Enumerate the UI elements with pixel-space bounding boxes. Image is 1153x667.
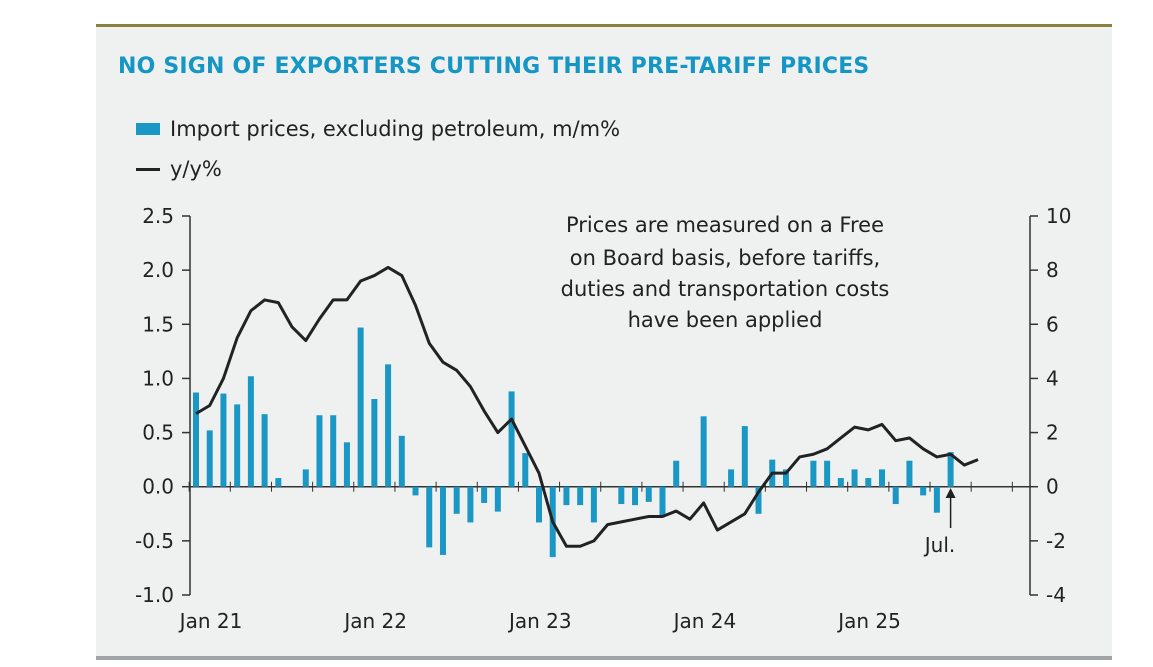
bar bbox=[357, 327, 364, 487]
bar bbox=[741, 426, 748, 487]
bar bbox=[522, 453, 529, 487]
left-tick-label: 2.5 bbox=[142, 204, 174, 228]
bar bbox=[933, 486, 940, 513]
bar bbox=[426, 486, 433, 548]
bar bbox=[206, 430, 213, 487]
legend-line-swatch bbox=[136, 167, 160, 171]
legend-bar-label: Import prices, excluding petroleum, m/m% bbox=[170, 117, 621, 141]
bar bbox=[632, 486, 639, 506]
right-tick-label: 2 bbox=[1046, 421, 1059, 445]
left-tick-label: -0.5 bbox=[135, 529, 174, 553]
bar bbox=[659, 486, 666, 516]
bar bbox=[453, 486, 460, 514]
bar bbox=[728, 469, 735, 487]
bar bbox=[385, 364, 392, 487]
july-marker-label: Jul. bbox=[923, 533, 956, 557]
bar bbox=[371, 399, 378, 487]
bar bbox=[618, 486, 625, 505]
right-tick-label: -4 bbox=[1046, 583, 1066, 607]
right-tick-label: -2 bbox=[1046, 529, 1066, 553]
bar bbox=[494, 486, 501, 512]
july-arrow-head bbox=[945, 488, 956, 498]
bar bbox=[481, 486, 488, 503]
legend-line-label: y/y% bbox=[170, 157, 222, 181]
right-tick-label: 6 bbox=[1046, 312, 1059, 336]
bar bbox=[467, 486, 474, 523]
right-tick-label: 8 bbox=[1046, 258, 1059, 282]
bar bbox=[892, 486, 899, 505]
bar bbox=[590, 486, 597, 523]
bar bbox=[439, 486, 446, 555]
yoy-line bbox=[195, 265, 979, 548]
bar bbox=[906, 460, 913, 487]
bar bbox=[673, 460, 680, 487]
annotation-group: Prices are measured on a Free on Board b… bbox=[561, 213, 956, 557]
bar bbox=[330, 415, 337, 487]
bar bbox=[879, 469, 885, 487]
bar bbox=[247, 376, 254, 487]
bar bbox=[810, 460, 817, 487]
annotation-line-4: have been applied bbox=[628, 308, 823, 332]
left-tick-label: 0.5 bbox=[142, 421, 174, 445]
bar bbox=[837, 478, 844, 487]
bar bbox=[645, 486, 652, 502]
chart-title: NO SIGN OF EXPORTERS CUTTING THEIR PRE-T… bbox=[118, 54, 870, 79]
left-tick-label: 1.5 bbox=[142, 312, 174, 336]
legend-item-line: y/y% bbox=[136, 157, 222, 181]
left-tick-label: -1.0 bbox=[135, 583, 174, 607]
tick-labels: 2.5 2.0 1.5 1.0 0.5 0.0 -0.5 -1.0 10 8 6 4 2 0 -2 -4 Jan… bbox=[135, 204, 1071, 633]
bar bbox=[824, 460, 831, 487]
bar bbox=[700, 416, 707, 487]
bar bbox=[920, 486, 927, 496]
line-series bbox=[195, 265, 979, 548]
top-rule bbox=[96, 24, 1112, 27]
bar bbox=[865, 478, 872, 487]
legend-item-bars: Import prices, excluding petroleum, m/m% bbox=[136, 117, 620, 141]
annotation-line-3: duties and transportation costs bbox=[561, 277, 890, 301]
bar bbox=[302, 469, 309, 487]
bar bbox=[316, 415, 323, 487]
bar bbox=[398, 435, 405, 487]
bar bbox=[577, 486, 584, 506]
bar bbox=[220, 393, 227, 487]
bar bbox=[851, 469, 858, 487]
left-tick-label: 2.0 bbox=[142, 258, 174, 282]
x-tick-label: Jan 23 bbox=[507, 609, 572, 633]
bar bbox=[536, 486, 542, 523]
x-tick-label: Jan 22 bbox=[342, 609, 407, 633]
right-tick-label: 0 bbox=[1046, 475, 1059, 499]
bar bbox=[234, 404, 241, 487]
bar bbox=[947, 452, 954, 487]
axes bbox=[182, 215, 1038, 596]
chart-panel bbox=[96, 24, 1112, 660]
x-tick-label: Jan 25 bbox=[836, 609, 901, 633]
right-tick-label: 4 bbox=[1046, 366, 1059, 390]
annotation-line-2: on Board basis, before tariffs, bbox=[570, 246, 880, 270]
bar bbox=[782, 469, 789, 487]
bar bbox=[275, 478, 282, 487]
bar-series bbox=[193, 327, 954, 558]
bar bbox=[508, 391, 515, 487]
bar bbox=[755, 486, 762, 514]
bottom-rule bbox=[96, 656, 1112, 660]
x-tick-label: Jan 24 bbox=[672, 609, 737, 633]
bar bbox=[261, 414, 268, 487]
bar bbox=[412, 486, 419, 496]
left-tick-label: 0.0 bbox=[142, 475, 174, 499]
bar bbox=[563, 486, 570, 506]
annotation-line-1: Prices are measured on a Free bbox=[566, 213, 884, 237]
bar bbox=[193, 392, 199, 487]
x-tick-label: Jan 21 bbox=[178, 609, 243, 633]
legend-bar-swatch bbox=[136, 123, 160, 135]
bar bbox=[343, 442, 350, 487]
right-tick-label: 10 bbox=[1046, 204, 1071, 228]
left-tick-label: 1.0 bbox=[142, 366, 174, 390]
